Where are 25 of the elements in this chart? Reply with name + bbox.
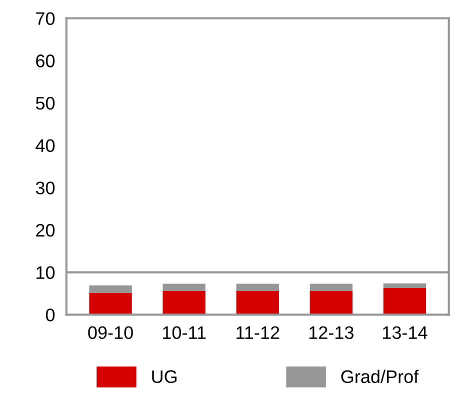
x-tick-label: 13-14 <box>383 326 428 340</box>
bar <box>89 293 132 315</box>
bar <box>236 290 279 315</box>
bar <box>383 288 426 315</box>
bar <box>310 284 352 291</box>
y-tick-label: 20 <box>36 224 55 237</box>
bar <box>89 285 132 294</box>
bar <box>310 290 352 315</box>
legend-label: UG <box>152 370 177 384</box>
bar <box>162 284 206 291</box>
bar <box>236 284 279 291</box>
x-tick-label: 12-13 <box>309 326 354 340</box>
y-tick-label: 40 <box>36 139 55 152</box>
x-tick-label: 09-10 <box>88 326 133 340</box>
y-tick-label: 0 <box>46 308 55 322</box>
y-tick-label: 10 <box>36 266 55 280</box>
y-tick-label: 70 <box>36 12 55 25</box>
bar <box>162 290 206 315</box>
y-tick-label: 50 <box>36 96 55 110</box>
x-tick-label: 11-12 <box>236 326 280 339</box>
y-tick-label: 60 <box>36 54 55 68</box>
y-tick-label: 30 <box>36 182 55 194</box>
bar <box>383 283 426 288</box>
x-tick-label: 10-11 <box>163 326 206 340</box>
legend-label: Grad/Prof <box>341 370 419 384</box>
